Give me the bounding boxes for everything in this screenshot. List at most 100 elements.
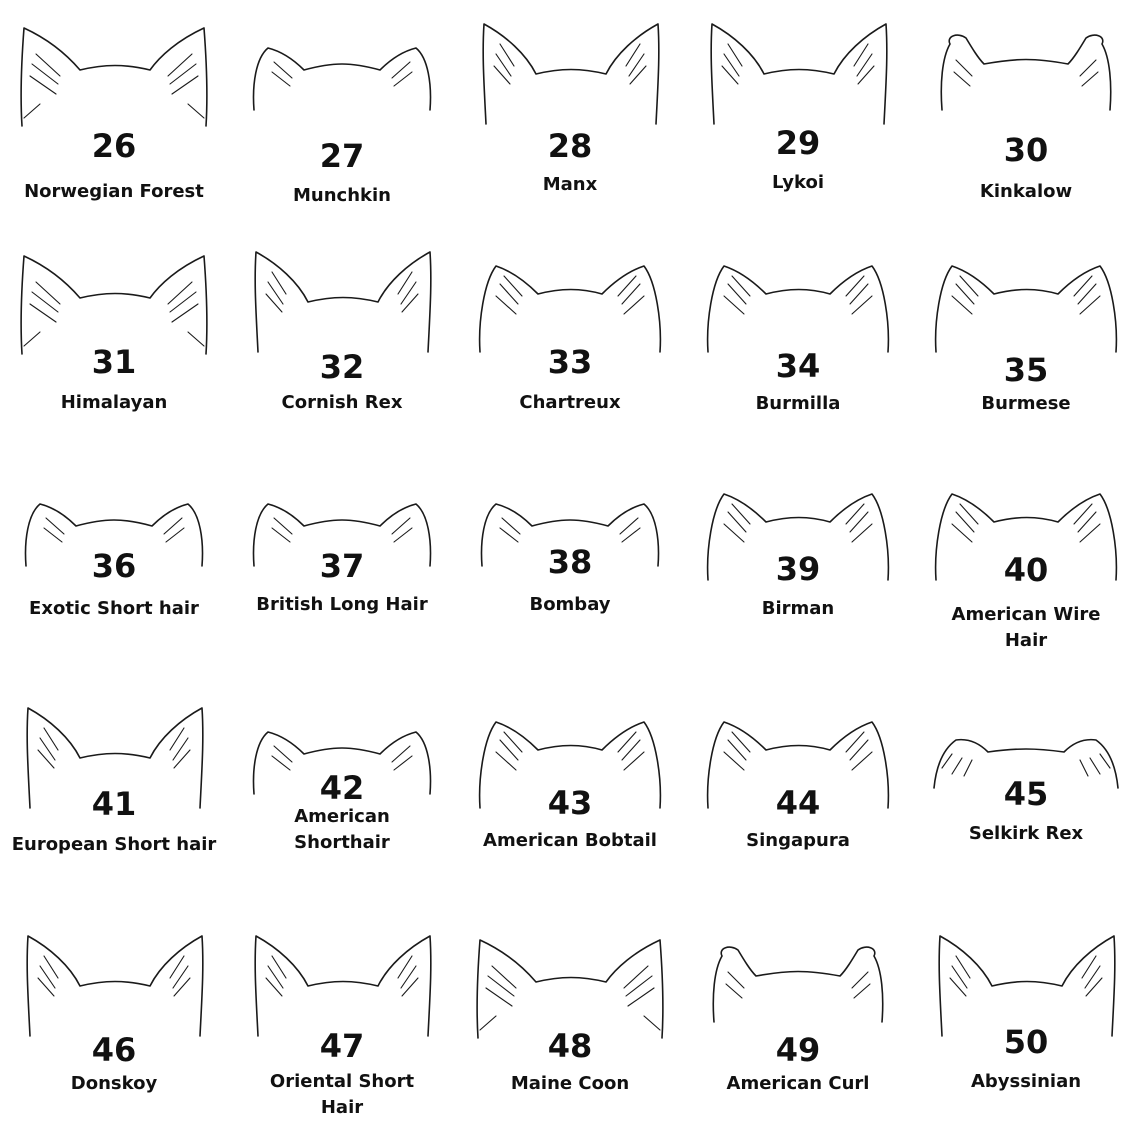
- ear-fur-stroke: [391, 745, 411, 763]
- ear-fur-stroke: [857, 65, 875, 85]
- ear-outline: [480, 503, 660, 567]
- breed-cell-47: 47 Oriental Short Hair: [228, 912, 456, 1140]
- ear-fur-stroke: [265, 293, 283, 313]
- breed-cell-39: 39 Birman: [684, 456, 912, 684]
- ear-fur-stroke: [187, 103, 205, 119]
- ear-fur-stroke: [851, 295, 873, 315]
- ear-outline: [254, 251, 432, 353]
- ear-fur-stroke: [625, 975, 653, 997]
- breed-number: 40: [1003, 551, 1049, 589]
- ear-fur-stroke: [1079, 59, 1097, 77]
- ear-fur-stroke: [271, 271, 287, 295]
- ear-fur-stroke: [617, 275, 637, 297]
- breed-name: Kinkalow: [979, 181, 1073, 202]
- breed-cell-31: 31 Himalayan: [0, 228, 228, 456]
- ear-fur-stroke: [1089, 757, 1101, 775]
- ear-fur-stroke: [499, 739, 519, 761]
- ear-fur-stroke: [727, 971, 745, 989]
- ear-fur-stroke: [1099, 753, 1111, 769]
- breed-name: Himalayan: [60, 392, 168, 413]
- ear-fur-stroke: [267, 965, 284, 989]
- ear-outline-icon: [476, 939, 664, 1039]
- breed-number: 39: [775, 550, 821, 588]
- ear-fur-stroke: [721, 65, 739, 85]
- ear-fur-stroke: [37, 749, 55, 769]
- ear-outline-icon: [254, 251, 432, 353]
- ear-outline-icon: [482, 23, 660, 125]
- ear-fur-stroke: [267, 281, 284, 305]
- ear-fur-stroke: [397, 955, 413, 979]
- ear-fur-stroke: [393, 755, 413, 771]
- ear-fur-stroke: [851, 971, 869, 989]
- ear-fur-stroke: [731, 503, 751, 525]
- breed-number: 50: [1003, 1023, 1049, 1061]
- ear-outline-icon: [934, 265, 1118, 353]
- ear-fur-stroke: [495, 751, 517, 771]
- ear-fur-stroke: [1079, 295, 1101, 315]
- breed-name: Selkirk Rex: [968, 823, 1084, 844]
- breed-cell-26: 26 Norwegian Forest: [0, 0, 228, 228]
- ear-outline: [252, 47, 432, 111]
- breed-cell-34: 34 Burmilla: [684, 228, 912, 456]
- breed-name: Donskoy: [70, 1073, 158, 1094]
- ear-fur-stroke: [627, 987, 655, 1007]
- ear-fur-stroke: [731, 731, 751, 753]
- ear-fur-stroke: [849, 511, 869, 533]
- ear-outline-icon: [478, 721, 662, 809]
- ear-outline: [706, 493, 890, 581]
- ear-outline: [940, 34, 1112, 111]
- ear-fur-stroke: [941, 753, 953, 769]
- breed-name: Abyssinian: [970, 1071, 1082, 1092]
- ear-fur-stroke: [479, 1015, 497, 1031]
- breed-number: 34: [775, 347, 821, 385]
- ear-fur-stroke: [187, 331, 205, 347]
- ear-fur-stroke: [171, 303, 199, 323]
- ear-fur-stroke: [628, 53, 645, 77]
- ear-fur-stroke: [1081, 71, 1099, 87]
- ear-fur-stroke: [43, 727, 59, 751]
- ear-fur-stroke: [621, 283, 641, 305]
- breed-name: Oriental Short Hair: [269, 1071, 415, 1118]
- breed-cell-46: 46 Donskoy: [0, 912, 228, 1140]
- ear-fur-stroke: [391, 61, 411, 79]
- ear-fur-stroke: [491, 965, 517, 989]
- breed-name: Norwegian Forest: [24, 181, 204, 202]
- ear-outline-icon: [252, 47, 432, 111]
- ear-outline-icon: [710, 23, 888, 125]
- breed-cell-32: 32 Cornish Rex: [228, 228, 456, 456]
- breed-number: 35: [1003, 351, 1049, 389]
- ear-fur-stroke: [849, 283, 869, 305]
- breed-cell-48: 48 Maine Coon: [456, 912, 684, 1140]
- breed-cell-40: 40 American Wire Hair: [912, 456, 1140, 684]
- breed-name: Bombay: [529, 594, 611, 615]
- ear-fur-stroke: [493, 65, 511, 85]
- ear-fur-stroke: [621, 739, 641, 761]
- ear-fur-stroke: [273, 61, 293, 79]
- breed-cell-29: 29 Lykoi: [684, 0, 912, 228]
- breed-name: Munchkin: [293, 185, 391, 206]
- ear-fur-stroke: [1079, 759, 1089, 777]
- ear-outline: [933, 738, 1119, 789]
- ear-fur-stroke: [45, 517, 65, 535]
- ear-fur-stroke: [953, 71, 971, 87]
- breed-number: 43: [547, 784, 593, 822]
- ear-outline-icon: [254, 935, 432, 1037]
- breed-cell-27: 27 Munchkin: [228, 0, 456, 228]
- breed-number: 46: [91, 1031, 137, 1069]
- ear-fur-stroke: [1077, 511, 1097, 533]
- breed-number: 29: [775, 124, 821, 162]
- breed-number: 38: [547, 543, 593, 581]
- ear-fur-stroke: [501, 517, 521, 535]
- ear-outline-icon: [938, 935, 1116, 1037]
- breed-name: Birman: [761, 598, 835, 619]
- ear-fur-stroke: [625, 43, 641, 67]
- ear-fur-stroke: [35, 281, 61, 305]
- ear-fur-stroke: [393, 71, 413, 87]
- breed-name: Burmilla: [755, 393, 841, 414]
- ear-fur-stroke: [731, 275, 751, 297]
- ear-fur-stroke: [725, 983, 743, 999]
- ear-fur-stroke: [271, 527, 291, 543]
- ear-fur-stroke: [165, 527, 185, 543]
- ear-outline: [24, 503, 204, 567]
